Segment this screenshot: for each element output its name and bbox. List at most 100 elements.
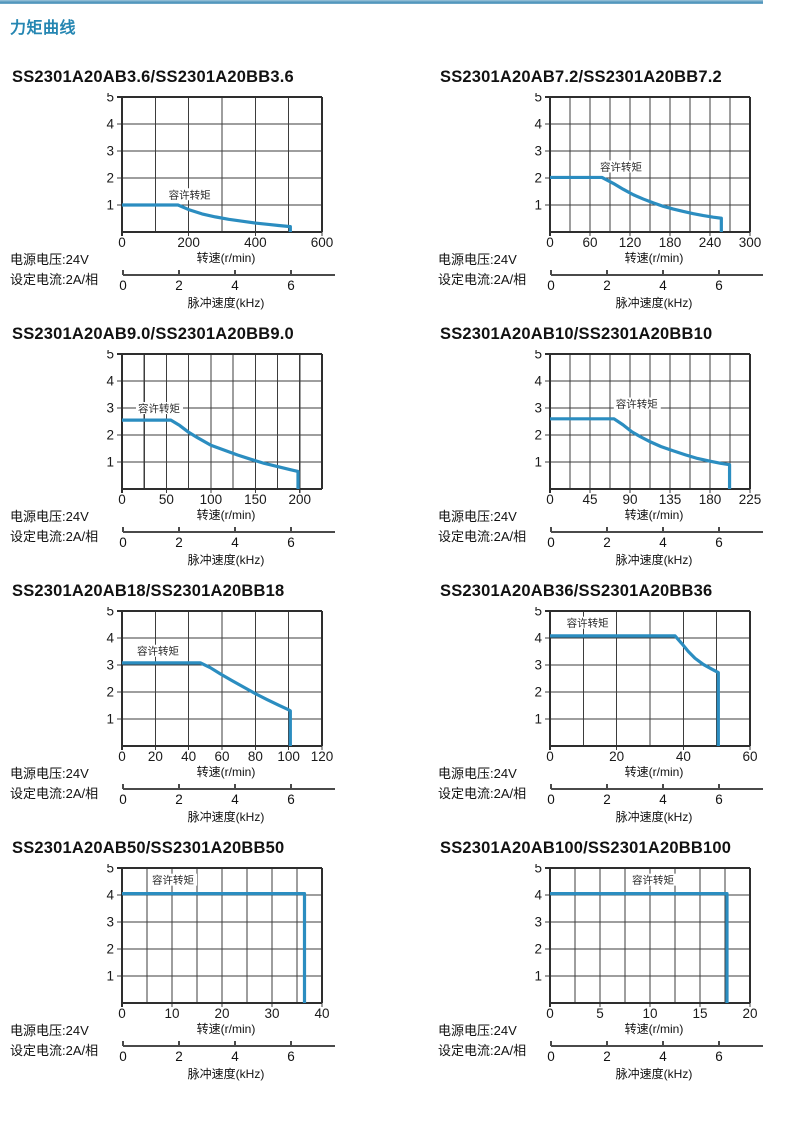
chart-block: SS2301A20AB9.0/SS2301A20BB9.0 1 2 3 4 5 0 50 10… bbox=[0, 313, 400, 570]
x-tick-label: 240 bbox=[699, 235, 722, 249]
speed-axis-label: 转速(r/min) bbox=[196, 508, 256, 522]
pulse-tick-label: 6 bbox=[715, 535, 723, 550]
pulse-tick-label: 0 bbox=[119, 792, 127, 807]
y-tick-label: 2 bbox=[534, 942, 542, 957]
y-tick-label: 1 bbox=[534, 712, 542, 727]
y-tick-label: 1 bbox=[106, 198, 114, 213]
set-current-note: 设定电流:2A/相 bbox=[10, 529, 99, 545]
set-current-note: 设定电流:2A/相 bbox=[10, 1043, 99, 1059]
x-axis-labels: 0 60 120 180 240 300 bbox=[546, 235, 761, 249]
pulse-tick-label: 6 bbox=[715, 792, 723, 807]
x-tick-label: 120 bbox=[311, 749, 334, 763]
speed-axis-label: 转速(r/min) bbox=[624, 508, 684, 522]
y-tick-label: 5 bbox=[106, 350, 114, 362]
chart-block: SS2301A20AB10/SS2301A20BB10 1 2 3 4 5 0 45 90 13… bbox=[428, 313, 800, 570]
y-axis-labels: 1 2 3 4 5 bbox=[534, 607, 542, 727]
y-tick-label: 4 bbox=[106, 631, 114, 646]
y-tick-label: 5 bbox=[534, 93, 542, 105]
x-tick-label: 180 bbox=[659, 235, 682, 249]
plot-border bbox=[117, 353, 323, 493]
pulse-axis-ticks: 0 2 4 6 bbox=[547, 278, 772, 294]
y-tick-label: 3 bbox=[106, 915, 114, 930]
pulse-speed-axis: 转速(r/min) 0 2 4 6 脉冲速度(kHz) bbox=[547, 506, 772, 568]
torque-plot: 1 2 3 4 5 0 5 10 15 20 容许转矩 bbox=[534, 864, 757, 1020]
chart-title: SS2301A20AB9.0/SS2301A20BB9.0 bbox=[12, 325, 294, 343]
annotation-backing bbox=[613, 397, 661, 410]
power-notes: 电源电压:24V 设定电流:2A/相 bbox=[0, 506, 120, 547]
chart-title: SS2301A20AB3.6/SS2301A20BB3.6 bbox=[12, 68, 294, 86]
y-tick-label: 3 bbox=[106, 401, 114, 416]
annotation-backing bbox=[166, 188, 214, 201]
y-tick-label: 2 bbox=[534, 171, 542, 186]
pulse-tick-label: 4 bbox=[231, 535, 239, 550]
y-tick-label: 3 bbox=[106, 658, 114, 673]
pulse-speed-label: 脉冲速度(kHz) bbox=[615, 1067, 693, 1081]
power-notes: 电源电压:24V 设定电流:2A/相 bbox=[0, 763, 120, 804]
annotation-backing bbox=[564, 616, 612, 629]
chart-block: SS2301A20AB18/SS2301A20BB18 1 2 3 4 5 0 20 40 60… bbox=[0, 570, 400, 827]
power-notes: 电源电压:24V 设定电流:2A/相 bbox=[428, 763, 548, 804]
torque-curve bbox=[122, 661, 292, 746]
y-tick-label: 5 bbox=[106, 864, 114, 876]
y-tick-label: 5 bbox=[534, 350, 542, 362]
pulse-speed-label: 脉冲速度(kHz) bbox=[187, 1067, 265, 1081]
pulse-axis-line bbox=[122, 270, 335, 276]
y-tick-label: 4 bbox=[534, 117, 542, 132]
plot-border bbox=[117, 96, 323, 236]
x-tick-label: 600 bbox=[311, 235, 334, 249]
x-tick-label: 15 bbox=[692, 1006, 707, 1020]
x-tick-label: 20 bbox=[609, 749, 624, 763]
set-current-note: 设定电流:2A/相 bbox=[438, 529, 527, 545]
x-tick-label: 0 bbox=[118, 749, 126, 763]
pulse-tick-label: 6 bbox=[287, 792, 295, 807]
supply-voltage-note: 电源电压:24V bbox=[10, 509, 89, 524]
pulse-tick-label: 6 bbox=[287, 535, 295, 550]
plot-grid bbox=[117, 868, 323, 1007]
pulse-tick-label: 4 bbox=[659, 1049, 667, 1064]
torque-curve bbox=[122, 203, 292, 232]
chart-title: SS2301A20AB36/SS2301A20BB36 bbox=[440, 582, 713, 600]
chart-block: SS2301A20AB50/SS2301A20BB50 1 2 3 4 5 0 10 20 30… bbox=[0, 827, 400, 1084]
x-tick-label: 10 bbox=[164, 1006, 179, 1020]
chart-footer: 电源电压:24V 设定电流:2A/相 转速(r/min) 0 2 4 6 脉冲速度(k… bbox=[0, 506, 400, 568]
plot-border bbox=[545, 867, 751, 1007]
set-current-note: 设定电流:2A/相 bbox=[10, 786, 99, 802]
y-tick-label: 3 bbox=[534, 915, 542, 930]
pulse-tick-label: 2 bbox=[175, 278, 183, 293]
pulse-tick-label: 2 bbox=[175, 792, 183, 807]
y-axis-labels: 1 2 3 4 5 bbox=[106, 864, 114, 984]
x-tick-label: 40 bbox=[676, 749, 691, 763]
pulse-axis-line-group bbox=[122, 784, 335, 790]
set-current-note: 设定电流:2A/相 bbox=[10, 272, 99, 288]
x-tick-label: 120 bbox=[619, 235, 642, 249]
pulse-axis-line-group bbox=[550, 527, 763, 533]
y-tick-label: 4 bbox=[534, 374, 542, 389]
x-tick-label: 60 bbox=[582, 235, 597, 249]
x-axis-labels: 0 10 20 30 40 bbox=[118, 1006, 329, 1020]
supply-voltage-note: 电源电压:24V bbox=[438, 509, 517, 524]
x-tick-label: 60 bbox=[742, 749, 757, 763]
chart-footer: 电源电压:24V 设定电流:2A/相 转速(r/min) 0 2 4 6 脉冲速度(k… bbox=[428, 763, 800, 825]
torque-plot: 1 2 3 4 5 0 20 40 60 80 100 120 容许转矩 bbox=[106, 607, 334, 763]
chart-footer: 电源电压:24V 设定电流:2A/相 转速(r/min) 0 2 4 6 脉冲速度(k… bbox=[0, 763, 400, 825]
y-axis-labels: 1 2 3 4 5 bbox=[106, 93, 114, 213]
y-tick-label: 3 bbox=[534, 658, 542, 673]
header-accent-rule bbox=[0, 0, 763, 4]
y-tick-label: 4 bbox=[106, 374, 114, 389]
allowable-torque-label: 容许转矩 bbox=[138, 402, 180, 415]
x-axis-labels: 0 5 10 15 20 bbox=[546, 1006, 757, 1020]
set-current-note: 设定电流:2A/相 bbox=[438, 786, 527, 802]
allowable-torque-label: 容许转矩 bbox=[616, 397, 658, 410]
pulse-tick-label: 0 bbox=[547, 1049, 555, 1064]
power-notes: 电源电压:24V 设定电流:2A/相 bbox=[428, 1020, 548, 1061]
pulse-tick-label: 0 bbox=[119, 1049, 127, 1064]
x-tick-label: 0 bbox=[118, 1006, 126, 1020]
x-axis-labels: 0 45 90 135 180 225 bbox=[546, 492, 761, 506]
plot-grid bbox=[117, 354, 322, 493]
set-current-note: 设定电流:2A/相 bbox=[438, 1043, 527, 1059]
pulse-tick-label: 4 bbox=[659, 535, 667, 550]
x-tick-label: 100 bbox=[277, 749, 300, 763]
y-tick-label: 1 bbox=[106, 455, 114, 470]
x-tick-label: 20 bbox=[742, 1006, 757, 1020]
